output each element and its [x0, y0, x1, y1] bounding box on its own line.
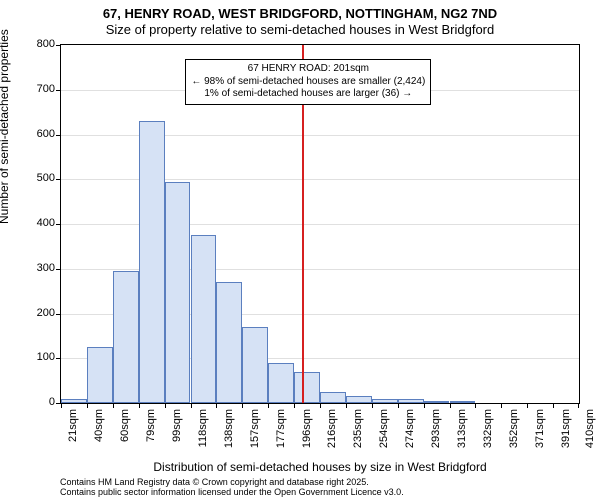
xtick-mark	[527, 403, 528, 408]
xtick-label: 177sqm	[275, 403, 287, 448]
xtick-label: 352sqm	[508, 403, 520, 448]
ytick-label: 0	[15, 396, 55, 408]
xtick-label: 138sqm	[223, 403, 235, 448]
ytick-mark	[56, 224, 61, 225]
ytick-mark	[56, 314, 61, 315]
ytick-mark	[56, 135, 61, 136]
xtick-label: 40sqm	[93, 403, 105, 442]
histogram-bar	[165, 182, 191, 404]
xtick-label: 332sqm	[482, 403, 494, 448]
ytick-mark	[56, 269, 61, 270]
xtick-label: 60sqm	[119, 403, 131, 442]
xtick-label: 196sqm	[301, 403, 313, 448]
xtick-mark	[578, 403, 579, 408]
histogram-bar	[320, 392, 346, 403]
histogram-bar	[87, 347, 113, 403]
xtick-mark	[242, 403, 243, 408]
ytick-label: 700	[15, 83, 55, 95]
histogram-bar	[216, 282, 242, 403]
histogram-bar	[139, 121, 165, 403]
xtick-mark	[294, 403, 295, 408]
xtick-mark	[450, 403, 451, 408]
annot-line-3: 1% of semi-detached houses are larger (3…	[191, 88, 425, 101]
xtick-label: 118sqm	[197, 403, 209, 447]
xtick-mark	[268, 403, 269, 408]
footer-attribution: Contains HM Land Registry data © Crown c…	[60, 478, 404, 498]
xtick-label: 235sqm	[352, 403, 364, 448]
histogram-bar	[242, 327, 268, 403]
plot-area: 21sqm40sqm60sqm79sqm99sqm118sqm138sqm157…	[60, 44, 580, 404]
ytick-mark	[56, 90, 61, 91]
ytick-label: 600	[15, 128, 55, 140]
xtick-mark	[113, 403, 114, 408]
xtick-mark	[346, 403, 347, 408]
ytick-label: 100	[15, 351, 55, 363]
footer-line-2: Contains public sector information licen…	[60, 488, 404, 498]
xtick-mark	[398, 403, 399, 408]
histogram-bar	[113, 271, 139, 403]
chart-title-desc: Size of property relative to semi-detach…	[0, 22, 600, 37]
xtick-label: 99sqm	[171, 403, 183, 442]
x-axis-label: Distribution of semi-detached houses by …	[60, 460, 580, 474]
annot-line-1: 67 HENRY ROAD: 201sqm	[191, 63, 425, 76]
histogram-bar	[191, 235, 217, 403]
histogram-bar	[294, 372, 320, 403]
xtick-label: 79sqm	[145, 403, 157, 442]
xtick-mark	[139, 403, 140, 408]
annot-line-2: ← 98% of semi-detached houses are smalle…	[191, 76, 425, 89]
property-size-chart: 67, HENRY ROAD, WEST BRIDGFORD, NOTTINGH…	[0, 0, 600, 500]
xtick-mark	[87, 403, 88, 408]
ytick-label: 500	[15, 172, 55, 184]
ytick-label: 800	[15, 38, 55, 50]
ytick-mark	[56, 45, 61, 46]
ytick-label: 300	[15, 262, 55, 274]
histogram-bar	[268, 363, 294, 403]
histogram-bar	[346, 396, 372, 403]
ytick-label: 200	[15, 307, 55, 319]
xtick-label: 157sqm	[249, 403, 261, 448]
xtick-label: 254sqm	[378, 403, 390, 448]
xtick-label: 293sqm	[430, 403, 442, 448]
chart-title-address: 67, HENRY ROAD, WEST BRIDGFORD, NOTTINGH…	[0, 6, 600, 21]
xtick-mark	[553, 403, 554, 408]
xtick-mark	[424, 403, 425, 408]
xtick-label: 391sqm	[560, 403, 572, 448]
ytick-label: 400	[15, 217, 55, 229]
xtick-label: 216sqm	[326, 403, 338, 448]
ytick-mark	[56, 179, 61, 180]
xtick-mark	[165, 403, 166, 408]
ytick-mark	[56, 358, 61, 359]
xtick-mark	[372, 403, 373, 408]
xtick-label: 371sqm	[534, 403, 546, 448]
y-axis-label: Number of semi-detached properties	[0, 29, 11, 224]
xtick-mark	[320, 403, 321, 408]
marker-annotation: 67 HENRY ROAD: 201sqm ← 98% of semi-deta…	[185, 59, 431, 105]
xtick-mark	[216, 403, 217, 408]
xtick-label: 313sqm	[456, 403, 468, 448]
xtick-label: 410sqm	[584, 403, 596, 448]
xtick-mark	[191, 403, 192, 408]
xtick-label: 21sqm	[67, 403, 79, 442]
xtick-label: 274sqm	[404, 403, 416, 448]
xtick-mark	[61, 403, 62, 408]
xtick-mark	[475, 403, 476, 408]
xtick-mark	[501, 403, 502, 408]
